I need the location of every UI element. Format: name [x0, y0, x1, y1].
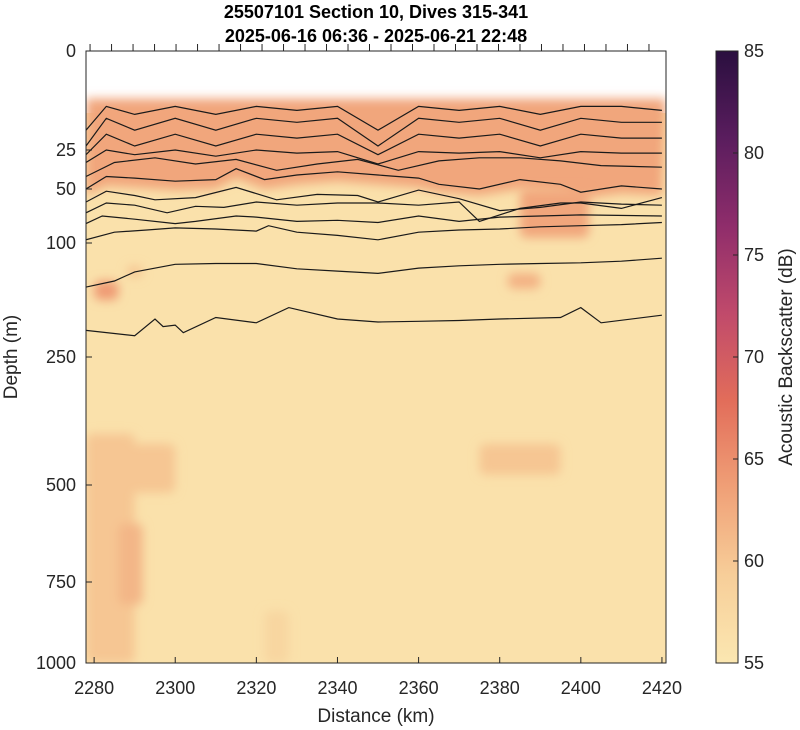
y-axis: 0 25 50 100 250 500 750 1000 [36, 41, 92, 673]
y-tick-label: 50 [56, 179, 76, 199]
colorbar-tick-label: 60 [744, 551, 764, 571]
colorbar-tick-label: 80 [744, 143, 764, 163]
y-tick-label: 500 [46, 475, 76, 495]
backscatter-patch [519, 189, 589, 238]
colorbar-tick-label: 85 [744, 41, 764, 61]
y-tick-label: 25 [56, 140, 76, 160]
backscatter-patch [264, 611, 289, 663]
dive-markers [89, 44, 650, 51]
plot-area [86, 51, 666, 663]
backscatter-patch [118, 523, 143, 605]
x-tick-label: 2300 [155, 678, 195, 698]
x-tick-label: 2360 [399, 678, 439, 698]
contour-line [86, 149, 662, 165]
colorbar-tick-label: 65 [744, 449, 764, 469]
y-tick-label: 750 [46, 572, 76, 592]
colorbar-label: Acoustic Backscatter (dB) [776, 248, 797, 466]
backscatter-patch [479, 444, 561, 475]
surface-high-backscatter-layer [86, 98, 666, 199]
x-tick-label: 2340 [317, 678, 357, 698]
backscatter-patch [86, 444, 176, 493]
contour-lines [86, 105, 663, 337]
y-tick-label: 250 [46, 347, 76, 367]
contour-line [86, 306, 662, 337]
chart-title-line2: 2025-06-16 06:36 - 2025-06-21 22:48 [225, 26, 527, 46]
contour-line [86, 105, 662, 131]
y-tick-label: 100 [46, 233, 76, 253]
x-axis-label: Distance (km) [317, 706, 434, 727]
x-tick-label: 2280 [74, 678, 114, 698]
contour-line [86, 117, 662, 147]
contour-line [86, 257, 662, 288]
y-axis-label: Depth (m) [1, 315, 22, 399]
contour-line [86, 157, 662, 178]
y-tick-label: 1000 [36, 653, 76, 673]
backscatter-patch [94, 281, 119, 300]
contour-line [86, 221, 662, 241]
contour-line [86, 186, 662, 212]
x-tick-label: 2380 [480, 678, 520, 698]
contour-line [86, 214, 662, 225]
colorbar-tick-label: 70 [744, 347, 764, 367]
colorbar-tick-label: 55 [744, 653, 764, 673]
y-tick-label: 0 [66, 41, 76, 61]
colorbar: 55 60 65 70 75 80 85 [715, 41, 764, 673]
x-tick-label: 2320 [236, 678, 276, 698]
x-axis: 2280 2300 2320 2340 2360 2380 2400 2420 [74, 657, 682, 698]
chart-title-line1: 25507101 Section 10, Dives 315-341 [224, 2, 528, 22]
colorbar-tick-label: 75 [744, 245, 764, 265]
contour-line [86, 197, 663, 223]
x-tick-label: 2400 [561, 678, 601, 698]
contour-line [86, 133, 662, 156]
surface-layer-fill [86, 98, 666, 199]
backscatter-patch [507, 273, 541, 289]
contour-line [86, 168, 662, 193]
x-tick-label: 2420 [642, 678, 682, 698]
